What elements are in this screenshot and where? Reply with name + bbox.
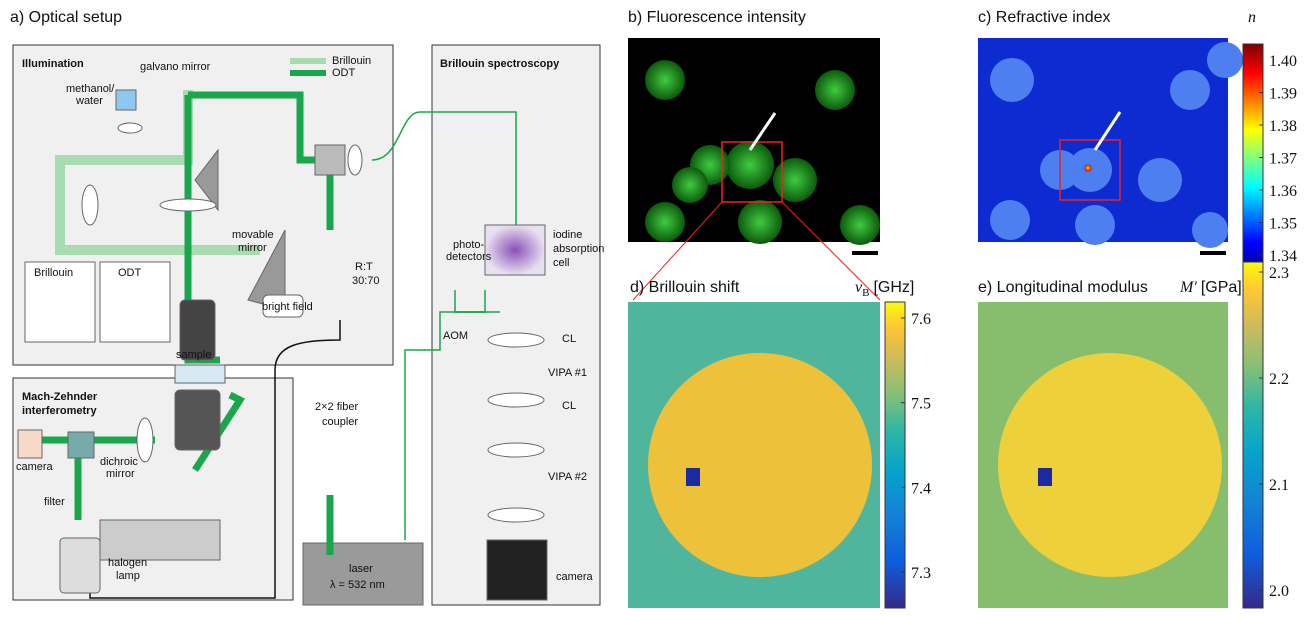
label: detectors	[446, 251, 492, 263]
unit: νB[GHz]	[855, 279, 914, 299]
unit-text: [GHz]	[873, 279, 914, 296]
colorbar	[885, 302, 905, 608]
figure: a) Optical setup Illumination galvano mi…	[0, 0, 1313, 612]
panel-title: e) Longitudinal modulus	[978, 279, 1148, 296]
cell	[998, 353, 1222, 577]
tick-label: 7.6	[911, 311, 931, 328]
particle	[1085, 165, 1091, 171]
label: coupler	[322, 416, 358, 428]
label: photo-	[453, 239, 485, 251]
label: CL	[562, 333, 576, 345]
label: 2×2 fiber	[315, 401, 358, 413]
label: mirror	[238, 242, 267, 254]
label: dichroic	[100, 456, 138, 468]
tick-label: 2.3	[1269, 265, 1289, 282]
tick-label: 1.35	[1269, 216, 1297, 233]
label: sample	[176, 349, 211, 361]
label: galvano mirror	[140, 61, 211, 73]
colorbar	[1243, 262, 1263, 608]
label: absorption	[553, 243, 604, 255]
label: Illumination	[22, 58, 84, 70]
label: Brillouin	[34, 267, 73, 279]
label: AOM	[443, 330, 468, 342]
label: lamp	[116, 570, 140, 582]
tick-label: 7.4	[911, 480, 931, 497]
legend-label: ODT	[332, 67, 356, 79]
unit: n	[1248, 9, 1256, 26]
label: laser	[349, 563, 373, 575]
scale-bar	[1200, 251, 1226, 255]
tick-label: 2.2	[1269, 371, 1289, 388]
label: Brillouin spectroscopy	[440, 58, 560, 70]
panel-e: e) Longitudinal modulus M′[GPa]	[978, 262, 1263, 608]
scale-bar	[852, 251, 878, 255]
particle	[686, 468, 700, 486]
label: CL	[562, 400, 576, 412]
label: ODT	[118, 267, 142, 279]
label: λ = 532 nm	[330, 579, 385, 591]
label: bright field	[262, 301, 313, 313]
legend-swatch	[290, 70, 326, 76]
label: camera	[16, 461, 54, 473]
tick-label: 1.40	[1269, 53, 1297, 70]
label: filter	[44, 496, 65, 508]
panel-b: b) Fluorescence intensity	[628, 9, 880, 300]
tick-label: 2.1	[1269, 477, 1289, 494]
panel-title: a) Optical setup	[10, 9, 122, 26]
label: VIPA #2	[548, 471, 587, 483]
tick-label: 1.36	[1269, 183, 1297, 200]
tick-label: 7.5	[911, 396, 931, 413]
panel-title: c) Refractive index	[978, 9, 1111, 26]
label: cell	[553, 257, 570, 269]
panel-d: d) Brillouin shift νB[GHz]	[628, 279, 914, 608]
panel-a: a) Optical setup Illumination galvano mi…	[10, 9, 604, 605]
label: 30:70	[352, 275, 380, 287]
unit-text: [GPa]	[1201, 279, 1242, 296]
panel-title: b) Fluorescence intensity	[628, 9, 806, 26]
tick-label: 1.37	[1269, 151, 1297, 168]
label: iodine	[553, 229, 582, 241]
symbol: M′	[1179, 279, 1197, 296]
legend-label: Brillouin	[332, 55, 371, 67]
label: movable	[232, 229, 274, 241]
label: interferometry	[22, 405, 97, 417]
particle	[1038, 468, 1052, 486]
panel-title: d) Brillouin shift	[630, 279, 740, 296]
tick-label: 1.39	[1269, 86, 1297, 103]
unit: M′[GPa]	[1179, 279, 1242, 296]
tick-label: 1.34	[1269, 248, 1297, 265]
subscript: B	[862, 287, 869, 299]
panel-c: c) Refractive index n	[978, 9, 1263, 270]
label: camera	[556, 571, 594, 583]
label: VIPA #1	[548, 367, 587, 379]
tick-label: 2.0	[1269, 583, 1289, 600]
label: water	[75, 95, 103, 107]
legend-swatch	[290, 58, 326, 64]
label: methanol/	[66, 83, 115, 95]
label: halogen	[108, 557, 147, 569]
label: mirror	[106, 468, 135, 480]
label: Mach-Zehnder	[22, 391, 98, 403]
label: R:T	[355, 261, 373, 273]
tick-label: 1.38	[1269, 118, 1297, 135]
tick-label: 7.3	[911, 565, 931, 582]
cell	[648, 353, 872, 577]
